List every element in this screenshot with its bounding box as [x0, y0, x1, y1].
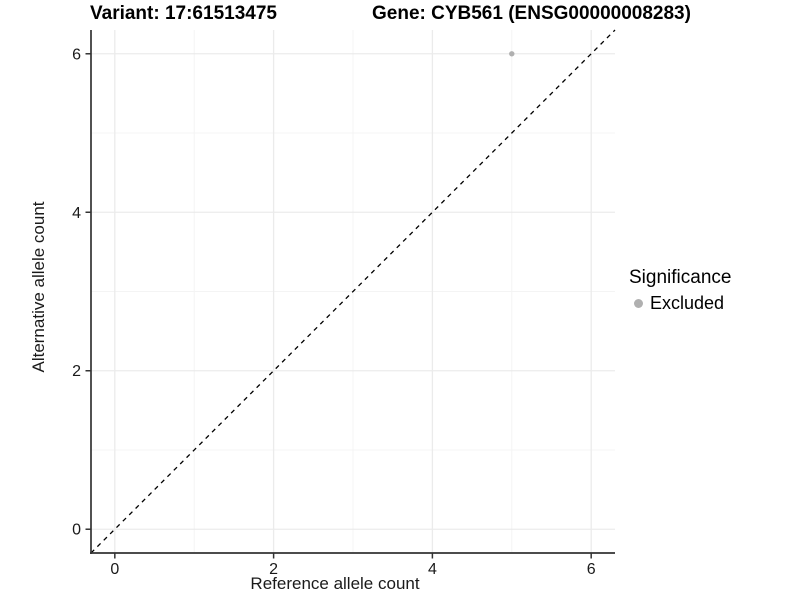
legend-title: Significance	[629, 267, 732, 288]
x-tick-label-6: 6	[587, 561, 596, 578]
y-tick-label-2: 2	[72, 363, 81, 380]
x-tick-label-4: 4	[428, 561, 437, 578]
y-tick-label-6: 6	[72, 46, 81, 63]
identity-line	[90, 29, 616, 554]
y-axis-label: Alternative allele count	[29, 201, 48, 373]
x-tick-label-2: 2	[269, 561, 278, 578]
legend-entry-label: Excluded	[650, 293, 725, 313]
x-tick-label-0: 0	[110, 561, 119, 578]
y-tick-label-4: 4	[72, 205, 81, 222]
gene-title: Gene: CYB561 (ENSG00000008283)	[372, 3, 691, 24]
excluded-point-icon	[634, 298, 643, 308]
data-point-excluded-5-6	[509, 51, 515, 57]
x-axis-label: Reference allele count	[250, 574, 420, 593]
y-tick-label-0: 0	[72, 522, 81, 539]
legend-entry-excluded: Excluded	[629, 292, 731, 314]
variant-title: Variant: 17:61513475	[90, 3, 277, 24]
legend: Significance Excluded	[629, 267, 731, 314]
